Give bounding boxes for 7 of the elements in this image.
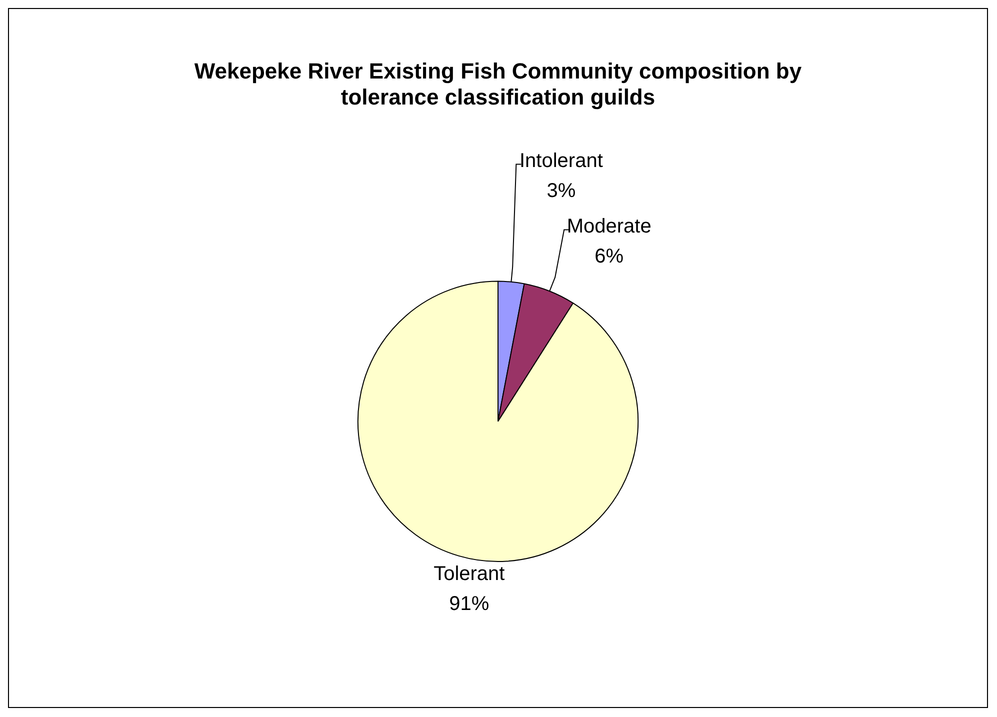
slice-label: Tolerant [434,563,506,586]
data-label: 6% [594,245,624,268]
slice-label: Moderate [566,215,652,238]
chart-title: Wekepeke River Existing Fish Community composition by tolerance classification guilds [194,58,802,110]
data-label: 91% [449,593,490,616]
slice-label: Intolerant [519,150,604,172]
data-label: 3% [546,180,576,202]
